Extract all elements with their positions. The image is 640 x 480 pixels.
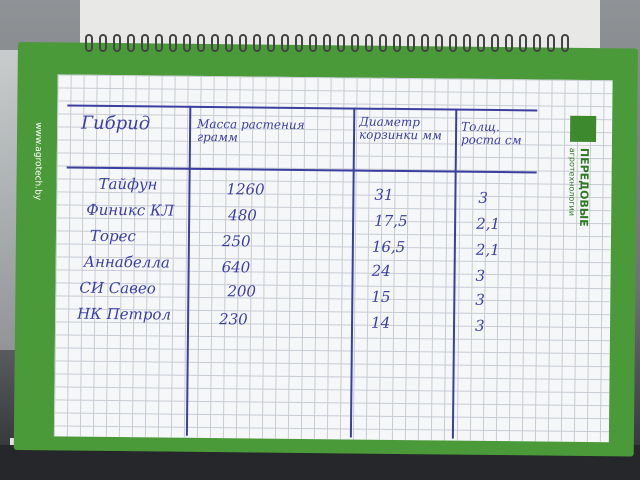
- spiral-ring: [113, 34, 121, 52]
- spiral-ring: [491, 34, 499, 52]
- spiral-ring: [337, 34, 345, 52]
- spiral-ring: [519, 34, 527, 52]
- spiral-ring: [197, 34, 205, 52]
- spiral-ring: [421, 34, 429, 52]
- spiral-ring: [85, 34, 93, 52]
- diameter-value: 16,5: [371, 237, 406, 257]
- spiral-ring: [449, 34, 457, 52]
- spiral-binding: [85, 34, 585, 54]
- spiral-ring: [183, 34, 191, 52]
- header-hybrid: Гибрид: [81, 112, 151, 135]
- spiral-ring: [141, 34, 149, 52]
- notebook-cover: www.agrotech.by ПЕРЕДОВЫЕ агротехнологии…: [13, 42, 638, 457]
- mass-value: 230: [219, 310, 248, 329]
- table-top-line: [67, 104, 538, 111]
- brand-logo: ПЕРЕДОВЫЕ агротехнологии: [559, 115, 604, 256]
- mass-value: 250: [221, 232, 251, 251]
- mass-value: 480: [228, 206, 257, 225]
- spiral-ring: [239, 34, 247, 52]
- mass-value: 640: [221, 258, 251, 277]
- spiral-ring: [477, 34, 485, 52]
- spiral-ring: [407, 34, 415, 52]
- spiral-ring: [127, 34, 135, 52]
- spiral-ring: [393, 34, 401, 52]
- spiral-ring: [547, 34, 555, 52]
- spiral-ring: [253, 34, 261, 52]
- column-divider: [185, 105, 191, 436]
- table-row: НК Петрол 230 14 3: [58, 74, 613, 335]
- hybrid-name: НК Петрол: [77, 304, 172, 324]
- header-line: [66, 166, 537, 173]
- thickness-value: 3: [475, 266, 486, 285]
- spiral-ring: [309, 34, 317, 52]
- header-diameter: Диаметр корзинки мм: [358, 114, 442, 143]
- mass-value: 1260: [226, 180, 265, 199]
- diameter-value: 17,5: [374, 211, 408, 231]
- spiral-ring: [533, 34, 541, 52]
- spiral-ring: [463, 34, 471, 52]
- logo-title: ПЕРЕДОВЫЕ: [577, 147, 591, 227]
- diameter-value: 31: [374, 185, 394, 204]
- spiral-ring: [155, 34, 163, 52]
- spiral-ring: [351, 34, 359, 52]
- spiral-ring: [211, 34, 219, 52]
- side-url: www.agrotech.by: [32, 122, 44, 201]
- hybrid-name: СИ Савео: [79, 278, 156, 298]
- table-row: Тайфун 1260 31 3: [58, 74, 613, 207]
- diameter-value: 24: [371, 261, 391, 280]
- spiral-ring: [379, 34, 387, 52]
- spiral-ring: [99, 34, 107, 52]
- grid-page: ПЕРЕДОВЫЕ агротехнологии Гибрид Масса ра…: [53, 74, 613, 443]
- logo-subtitle: агротехнологии: [567, 147, 577, 216]
- thickness-value: 3: [475, 290, 485, 309]
- thickness-value: 2,1: [476, 214, 501, 234]
- spiral-ring: [281, 34, 289, 52]
- hybrid-name: Тайфун: [98, 174, 158, 194]
- spiral-ring: [267, 34, 275, 52]
- diameter-value: 15: [371, 287, 391, 306]
- thickness-value: 3: [474, 316, 485, 335]
- spiral-ring: [225, 34, 233, 52]
- diameter-value: 14: [370, 313, 391, 332]
- spiral-ring: [561, 34, 569, 52]
- table-row: Торес 250 16,5 2,1: [58, 74, 613, 259]
- table-row: Финикс КЛ 480 17,5 2,1: [58, 74, 613, 233]
- spiral-ring: [169, 34, 177, 52]
- table-row: СИ Савео 200 15 3: [58, 74, 613, 309]
- column-divider: [451, 108, 457, 439]
- spiral-ring: [295, 34, 303, 52]
- table-row: Аннабелла 640 24 3: [58, 74, 613, 285]
- logo-mark-icon: [569, 115, 597, 143]
- spiral-ring: [435, 34, 443, 52]
- hybrid-name: Финикс КЛ: [86, 200, 175, 220]
- header-thickness: Толщ. роста см: [460, 119, 522, 148]
- thickness-value: 3: [478, 188, 489, 207]
- mass-value: 200: [227, 282, 257, 301]
- spiral-ring: [505, 34, 513, 52]
- spiral-ring: [365, 34, 373, 52]
- header-mass: Масса растения грамм: [196, 116, 305, 145]
- column-divider: [349, 107, 355, 438]
- thickness-value: 2,1: [475, 240, 500, 260]
- spiral-ring: [323, 34, 331, 52]
- hybrid-name: Торес: [89, 226, 136, 246]
- hybrid-name: Аннабелла: [83, 252, 170, 272]
